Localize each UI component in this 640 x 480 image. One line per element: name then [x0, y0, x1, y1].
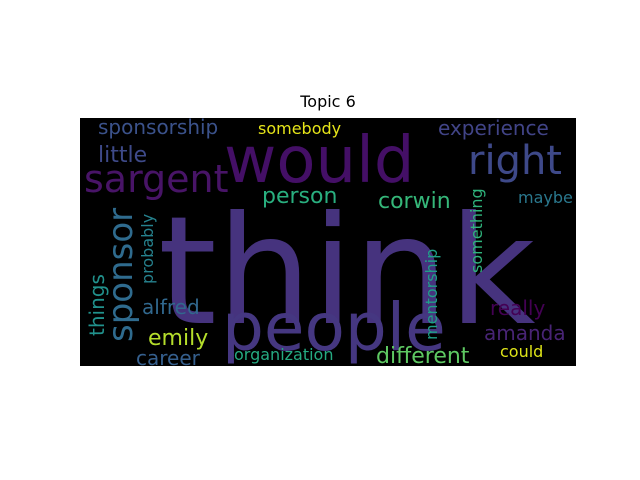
word-probably: probably: [138, 214, 157, 284]
word-corwin: corwin: [378, 189, 451, 214]
word-organization: organization: [234, 345, 333, 364]
wordcloud-background: [80, 118, 576, 366]
word-alfred: alfred: [142, 295, 200, 319]
word-could: could: [500, 342, 543, 361]
word-would: would: [224, 124, 414, 198]
word-amanda: amanda: [484, 321, 566, 345]
word-maybe: maybe: [518, 188, 573, 207]
word-different: different: [376, 344, 470, 366]
word-person: person: [262, 184, 337, 209]
word-somebody: somebody: [258, 119, 341, 138]
word-experience: experience: [438, 118, 549, 140]
word-sponsorship: sponsorship: [98, 118, 218, 139]
chart-title: Topic 6: [300, 92, 356, 111]
word-mentorship: mentorship: [422, 249, 441, 340]
word-people: people: [222, 289, 446, 366]
word-sponsor: sponsor: [101, 208, 141, 342]
word-think: think: [158, 185, 536, 359]
word-little: little: [98, 143, 147, 168]
word-sargent: sargent: [84, 157, 229, 201]
word-really: really: [490, 296, 545, 320]
word-something: something: [467, 188, 486, 273]
word-emily: emily: [148, 326, 208, 351]
word-right: right: [468, 138, 562, 184]
word-career: career: [136, 346, 201, 366]
word-things: things: [85, 274, 109, 336]
